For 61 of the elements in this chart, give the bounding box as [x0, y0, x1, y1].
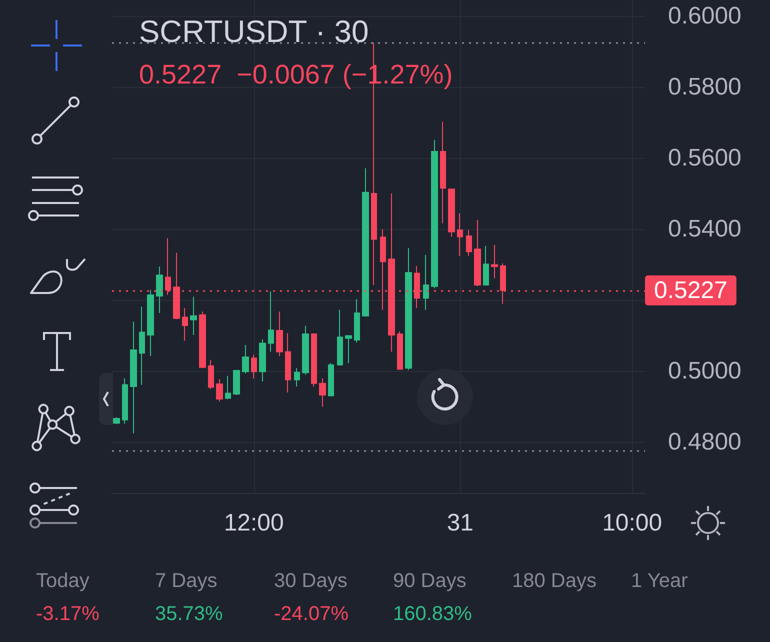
text: 1 Year — [631, 570, 688, 592]
candlestick — [156, 266, 163, 314]
candlestick — [302, 325, 309, 376]
x-tick-label: 31 — [446, 510, 474, 536]
ref-line-label: 0.5227 — [654, 276, 728, 304]
text: 160.83% — [393, 603, 472, 625]
text: 180 Days — [512, 570, 596, 592]
candlestick — [276, 311, 283, 356]
candlestick — [216, 378, 223, 402]
candlestick — [259, 338, 266, 382]
candlestick — [466, 229, 472, 256]
candlestick — [319, 378, 326, 408]
candlestick — [285, 332, 291, 394]
text: -24.07% — [274, 603, 349, 625]
candlestick — [182, 308, 188, 342]
text: -3.17% — [36, 603, 100, 625]
candlestick — [190, 296, 197, 336]
candlestick — [362, 168, 369, 318]
candlestick — [448, 188, 455, 238]
x-tick-label: 10:00 — [602, 510, 662, 536]
candlestick — [440, 121, 446, 224]
text: Today — [36, 570, 90, 592]
x-tick-label: 12:00 — [224, 510, 284, 536]
candlestick — [147, 289, 154, 356]
candlestick — [491, 244, 498, 279]
text: 35.73% — [155, 603, 224, 625]
candlestick — [328, 362, 334, 397]
candlestick — [405, 248, 412, 370]
candlestick — [242, 344, 249, 374]
candlestick — [397, 331, 403, 370]
candlestick — [233, 369, 240, 396]
candlestick — [251, 354, 257, 379]
candlestick — [268, 290, 274, 352]
candlestick — [423, 254, 429, 310]
candlestick — [130, 321, 137, 434]
candlestick — [208, 359, 214, 390]
candlestick — [457, 212, 463, 256]
candlestick — [354, 298, 360, 344]
y-tick-label: 0.5800 — [668, 73, 742, 100]
candlestick — [483, 245, 489, 286]
candlestick — [311, 332, 317, 388]
candlestick — [380, 228, 386, 310]
candlestick — [225, 375, 231, 400]
y-tick-label: 0.5000 — [668, 357, 742, 384]
y-tick-label: 0.5400 — [668, 215, 742, 242]
chart-title: SCRTUSDT · 30 — [139, 14, 369, 49]
candlestick — [474, 220, 481, 287]
candlestick — [122, 378, 128, 424]
text: 7 Days — [155, 570, 218, 592]
candlestick — [139, 306, 145, 386]
candlestick — [431, 139, 438, 289]
candlestick — [337, 309, 343, 366]
y-tick-label: 0.4800 — [668, 428, 742, 456]
candlestick — [294, 368, 300, 388]
candlestick — [113, 416, 120, 425]
text: 90 Days — [393, 570, 466, 592]
y-tick-label: 0.5600 — [668, 144, 742, 172]
candlestick — [199, 311, 206, 369]
candlestick — [345, 334, 352, 364]
y-tick-label: 0.6000 — [668, 2, 742, 30]
text: 30 Days — [274, 570, 348, 592]
